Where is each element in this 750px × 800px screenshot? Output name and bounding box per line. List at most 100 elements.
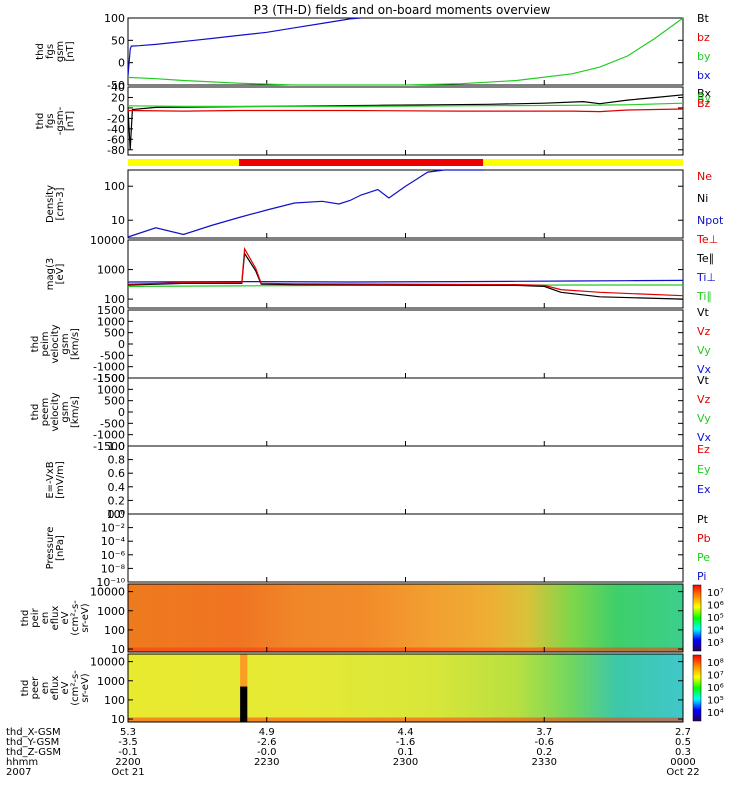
y-tick-label: 10⁻⁴ (101, 535, 126, 548)
y-axis-label: gsm (60, 333, 71, 354)
y-axis-label: thd (20, 610, 31, 627)
y-axis-label: [cm-3] (55, 187, 66, 220)
y-tick-label: 100 (104, 293, 125, 306)
y-axis-label: (cm²-s- (70, 670, 81, 706)
colorbar-label: 10⁶ (707, 601, 724, 612)
y-tick-label: 1000 (97, 605, 125, 618)
y-tick-label: 100 (104, 12, 125, 25)
legend-Ey: Ey (697, 463, 711, 476)
y-axis-label: [nT] (65, 111, 76, 131)
y-tick-label: 0.6 (108, 467, 126, 480)
y-axis-label: eV (60, 681, 71, 694)
legend-Bt: Bt (697, 12, 710, 25)
x-row-value: 4.9 (259, 727, 275, 738)
legend-Ti∥: Ti∥ (696, 290, 712, 303)
x-row-label: thd_Y-GSM (6, 737, 59, 748)
legend-Pi: Pi (697, 570, 706, 583)
y-axis-label: Pressure (45, 527, 56, 570)
spectrogram-high-band (240, 654, 248, 687)
x-row-value: 0.3 (675, 747, 691, 758)
x-row-value: 0.2 (536, 747, 552, 758)
y-tick-label: 500 (104, 395, 125, 408)
x-row-value: 5.3 (120, 727, 136, 738)
y-tick-label: -1500 (93, 440, 125, 453)
y-tick-label: 10⁰ (107, 508, 126, 521)
x-row-value: Oct 21 (111, 767, 144, 778)
panel-mode_bar (128, 159, 683, 166)
y-tick-label: 50 (111, 34, 125, 47)
y-axis-label: [nPa] (55, 535, 66, 561)
y-axis-label: eV (60, 611, 71, 624)
x-row-value: -0.0 (257, 747, 277, 758)
y-axis-label: thd (35, 113, 46, 130)
y-tick-label: 0 (118, 338, 125, 351)
y-tick-label: 0.4 (108, 481, 126, 494)
y-tick-label: 10 (111, 643, 125, 656)
y-tick-label: 0 (118, 57, 125, 70)
x-row-label: hhmm (6, 757, 38, 768)
y-tick-label: 1000 (97, 675, 125, 688)
colorbar-peer_spectrogram (692, 654, 702, 722)
y-axis-label: thd (20, 680, 31, 697)
legend-Bz: Bz (697, 97, 711, 110)
panel-frame (127, 513, 684, 583)
y-tick-label: 100 (104, 180, 125, 193)
legend-Ti⊥: Ti⊥ (696, 271, 716, 284)
legend-Ex: Ex (697, 483, 711, 496)
panel-frame (127, 86, 684, 156)
y-axis-label: eflux (50, 606, 61, 631)
colorbar-label: 10⁵ (707, 613, 724, 624)
panel-frame (127, 445, 684, 515)
y-tick-label: -50 (107, 79, 125, 92)
x-row-label: 2007 (6, 767, 31, 778)
y-tick-label: 20 (111, 91, 125, 104)
y-axis-label: thd (30, 336, 41, 353)
y-axis-label: peer (30, 676, 41, 700)
colorbar-label: 10⁸ (707, 658, 724, 669)
y-axis-label: [km/s] (70, 328, 81, 360)
colorbar-label: 10⁴ (707, 708, 724, 719)
y-tick-label: 10⁻⁶ (101, 549, 126, 562)
y-tick-label: 0 (118, 102, 125, 115)
y-axis-label: -gsm- (55, 106, 66, 135)
plot-title: P3 (TH-D) fields and on-board moments ov… (254, 3, 551, 17)
y-tick-label: -40 (107, 123, 125, 136)
spectrogram-peer_spectrogram (128, 654, 683, 722)
y-axis-label: mag(3 (45, 258, 56, 290)
colorbar-label: 10⁶ (707, 683, 724, 694)
y-axis-label: fgs (45, 113, 56, 128)
legend-By: By (697, 92, 712, 105)
x-row-value: 2200 (115, 757, 140, 768)
y-tick-label: 10 (111, 713, 125, 726)
y-axis-label: Density (45, 185, 56, 223)
x-axis-labels: thd_X-GSM 5.3 4.9 4.4 3.7 2.7 thd_Y-GSM -3.5 -2.… (6, 727, 700, 778)
panel-efield: 0.00.20.40.60.81.0 E=-VxB [mV/m] Ez Ey Ex (45, 440, 711, 521)
y-axis-label: velocity (50, 392, 61, 431)
y-axis-label: [nT] (65, 41, 76, 61)
y-axis-label: fgs (45, 44, 56, 59)
y-axis-label: thd (30, 404, 41, 421)
y-tick-label: -1500 (93, 372, 125, 385)
series-Npot (127, 169, 484, 238)
y-tick-label: 1.0 (108, 440, 126, 453)
y-tick-label: -500 (100, 349, 125, 362)
y-tick-label: 40 (111, 81, 125, 94)
x-row-label: thd_Z-GSM (6, 747, 61, 758)
panel-frame (127, 169, 684, 239)
y-tick-label: 10⁻⁸ (101, 562, 126, 575)
y-tick-label: -1000 (93, 361, 125, 374)
y-tick-label: 0.0 (108, 508, 126, 521)
legend-Npot: Npot (697, 214, 724, 227)
legend-bx: bx (697, 69, 711, 82)
y-tick-label: 1000 (97, 315, 125, 328)
y-tick-label: 100 (104, 624, 125, 637)
x-row-value: 2300 (393, 757, 418, 768)
colorbar-label: 10⁷ (707, 588, 724, 599)
y-tick-label: -20 (107, 112, 125, 125)
panel-density: 10 100 Density [cm-3] Ne Ni Npot (45, 169, 724, 239)
series-Bx (127, 94, 684, 150)
series-By (127, 102, 684, 108)
